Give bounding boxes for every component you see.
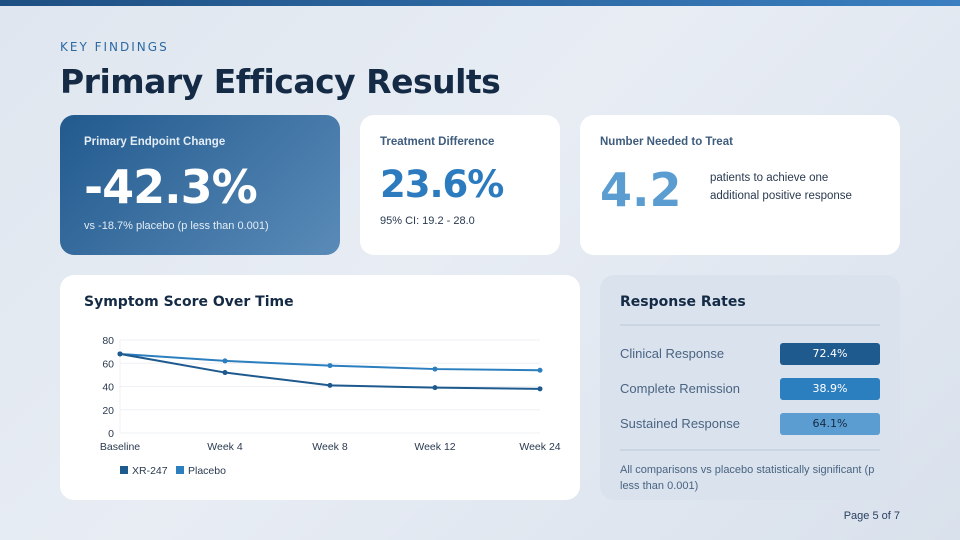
x-tick-label: Week 12 xyxy=(414,441,455,453)
data-point xyxy=(537,386,543,392)
x-tick-label: Week 4 xyxy=(207,441,243,453)
page-title: Primary Efficacy Results xyxy=(60,62,501,101)
response-value-badge: 72.4% xyxy=(780,343,880,365)
card-subtext: 95% CI: 19.2 - 28.0 xyxy=(380,215,475,227)
x-tick-label: Week 24 xyxy=(519,441,560,453)
response-label: Complete Remission xyxy=(620,381,740,396)
x-tick-label: Baseline xyxy=(100,441,140,453)
response-value-badge: 38.9% xyxy=(780,378,880,400)
line-chart: 0 20 40 60 80 Baseline Week 4 Week 8 Week 12 Week… xyxy=(100,335,561,477)
y-tick-label: 60 xyxy=(102,358,114,370)
data-point xyxy=(537,367,543,373)
divider xyxy=(620,449,880,451)
response-row: Clinical Response 72.4% xyxy=(620,343,880,365)
y-tick-label: 40 xyxy=(102,382,114,394)
page-number: Page 5 of 7 xyxy=(843,510,900,522)
card-value: -42.3% xyxy=(84,160,258,214)
response-label: Sustained Response xyxy=(620,416,740,431)
legend-swatch xyxy=(176,466,184,474)
divider xyxy=(620,324,880,326)
card-label: Number Needed to Treat xyxy=(600,136,733,148)
y-tick-label: 20 xyxy=(102,405,114,417)
significance-note: All comparisons vs placebo statistically… xyxy=(620,464,875,492)
nnt-card: Number Needed to Treat 4.2 patients to a… xyxy=(580,115,900,255)
card-subtext: vs -18.7% placebo (p less than 0.001) xyxy=(84,220,269,232)
legend-label: Placebo xyxy=(188,465,226,477)
data-point xyxy=(117,351,123,357)
response-value-badge: 64.1% xyxy=(780,413,880,435)
treatment-difference-card: Treatment Difference 23.6% 95% CI: 19.2 … xyxy=(360,115,560,255)
symptom-chart-card: Symptom Score Over Time 0 20 40 60 80 Baselin… xyxy=(60,275,580,500)
card-label: Primary Endpoint Change xyxy=(84,136,226,148)
x-tick-label: Week 8 xyxy=(312,441,348,453)
y-tick-label: 80 xyxy=(102,335,114,347)
primary-endpoint-card: Primary Endpoint Change -42.3% vs -18.7%… xyxy=(60,115,340,255)
response-rates-card: Response Rates Clinical Response 72.4% Com… xyxy=(600,275,900,500)
card-value: 23.6% xyxy=(380,163,504,206)
data-point xyxy=(327,382,333,388)
card-value: 4.2 xyxy=(600,163,682,217)
legend-swatch xyxy=(120,466,128,474)
data-point xyxy=(432,385,438,391)
data-point xyxy=(327,363,333,369)
data-point xyxy=(432,366,438,372)
data-point xyxy=(222,370,228,376)
response-title: Response Rates xyxy=(620,294,746,310)
data-point xyxy=(222,358,228,364)
response-row: Sustained Response 64.1% xyxy=(620,413,880,435)
legend-label: XR-247 xyxy=(132,465,168,477)
top-accent-bar xyxy=(0,0,960,6)
card-label: Treatment Difference xyxy=(380,136,495,148)
chart-title: Symptom Score Over Time xyxy=(84,294,294,310)
response-row: Complete Remission 38.9% xyxy=(620,378,880,400)
section-kicker: KEY FINDINGS xyxy=(60,40,169,54)
card-description: patients to achieve one additional posit… xyxy=(710,172,852,202)
y-tick-label: 0 xyxy=(108,428,114,440)
response-label: Clinical Response xyxy=(620,346,725,361)
